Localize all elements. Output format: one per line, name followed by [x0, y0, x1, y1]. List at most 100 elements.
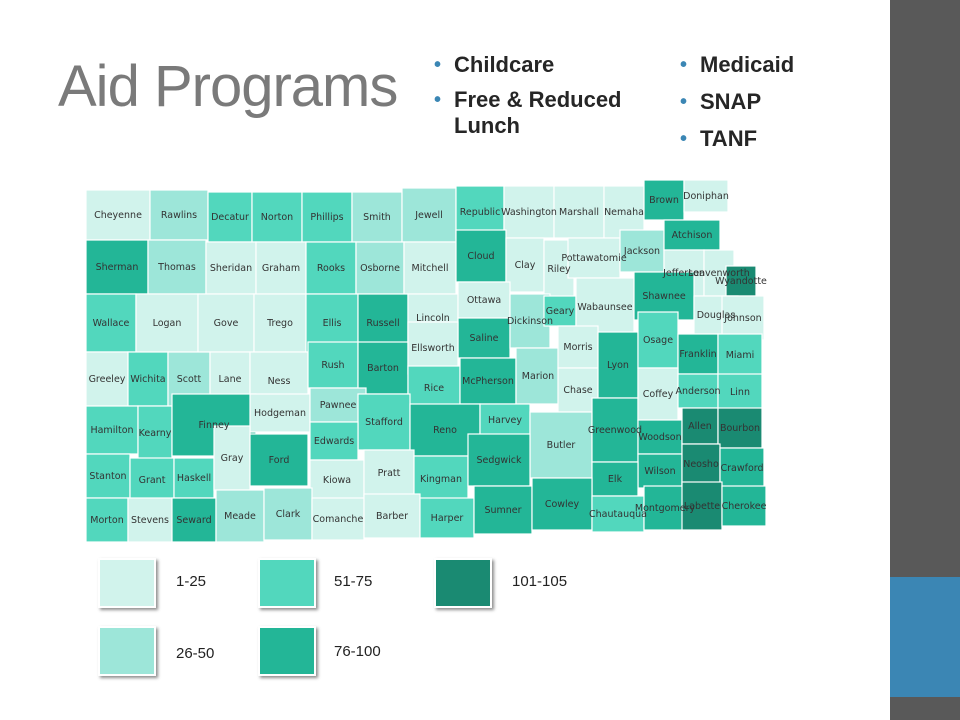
county-cloud — [455, 229, 507, 283]
county-label-decatur: Decatur — [211, 212, 249, 223]
side-accent-block — [890, 577, 960, 697]
county-label-grant: Grant — [139, 475, 166, 486]
county-label-morris: Morris — [563, 342, 592, 353]
county-barber — [363, 493, 421, 539]
county-label-pottawatomie: Pottawatomie — [561, 253, 626, 264]
county-label-wallace: Wallace — [93, 318, 130, 329]
county-gray — [213, 425, 251, 491]
legend-swatch-101-105 — [434, 558, 492, 608]
county-morton — [85, 497, 129, 543]
county-label-leavenworth: Leavenworth — [688, 268, 750, 279]
county-label-barton: Barton — [367, 363, 399, 374]
county-label-sedgwick: Sedgwick — [476, 455, 522, 466]
county-label-sherman: Sherman — [96, 262, 139, 273]
county-label-kiowa: Kiowa — [323, 475, 351, 486]
county-label-stafford: Stafford — [365, 417, 403, 428]
county-label-crawford: Crawford — [720, 463, 763, 474]
county-labette — [681, 481, 723, 531]
legend-swatch-51-75 — [258, 558, 316, 608]
county-label-pawnee: Pawnee — [320, 400, 357, 411]
county-clay — [505, 237, 545, 293]
county-label-hodgeman: Hodgeman — [254, 408, 306, 419]
county-label-anderson: Anderson — [675, 386, 720, 397]
county-stanton — [85, 453, 131, 499]
legend-label: 26-50 — [176, 645, 215, 662]
county-rush — [307, 341, 359, 389]
county-label-miami: Miami — [726, 350, 755, 361]
county-label-clark: Clark — [276, 509, 301, 520]
county-label-trego: Trego — [266, 318, 293, 329]
county-label-ness: Ness — [268, 376, 291, 387]
legend-swatch-76-100 — [258, 626, 316, 676]
county-marion — [515, 347, 561, 405]
county-label-geary: Geary — [546, 306, 575, 317]
county-doniphan — [683, 179, 729, 213]
county-marshall — [553, 185, 605, 239]
slide-title: Aid Programs — [58, 54, 398, 119]
county-rawlins — [149, 189, 209, 241]
county-label-mcpherson: McPherson — [462, 376, 514, 387]
county-label-comanche: Comanche — [313, 514, 364, 525]
county-label-saline: Saline — [470, 333, 499, 344]
county-kearny — [137, 405, 173, 461]
county-morris — [557, 325, 599, 369]
county-pottawatomie — [567, 237, 621, 279]
county-label-bourbon: Bourbon — [720, 423, 760, 434]
county-greeley — [85, 351, 129, 407]
county-label-clay: Clay — [515, 260, 536, 271]
county-label-marshall: Marshall — [559, 207, 599, 218]
county-label-stevens: Stevens — [131, 515, 169, 526]
county-wichita — [127, 351, 169, 407]
county-label-wyandotte: Wyandotte — [715, 276, 767, 287]
county-label-allen: Allen — [688, 421, 712, 432]
county-bourbon — [717, 407, 763, 449]
county-label-thomas: Thomas — [157, 262, 196, 273]
county-label-sheridan: Sheridan — [210, 263, 252, 274]
county-label-phillips: Phillips — [310, 212, 343, 223]
county-label-osage: Osage — [643, 335, 673, 346]
county-label-greenwood: Greenwood — [588, 425, 642, 436]
county-graham — [255, 241, 307, 295]
county-wallace — [85, 293, 137, 353]
county-allen — [681, 407, 719, 445]
county-label-smith: Smith — [363, 212, 391, 223]
county-label-rice: Rice — [424, 383, 444, 394]
county-label-scott: Scott — [177, 374, 202, 385]
county-label-pratt: Pratt — [378, 468, 401, 479]
county-label-atchison: Atchison — [672, 230, 713, 241]
county-linn — [717, 373, 763, 411]
program-item: SNAP — [678, 89, 868, 115]
county-sherman — [85, 239, 149, 295]
county-saline — [457, 317, 511, 359]
county-label-logan: Logan — [153, 318, 182, 329]
county-montgomery — [643, 485, 687, 531]
county-label-wichita: Wichita — [130, 374, 165, 385]
county-label-lincoln: Lincoln — [416, 313, 450, 324]
county-label-chase: Chase — [563, 385, 592, 396]
county-kiowa — [309, 459, 365, 501]
county-sumner — [473, 485, 533, 535]
county-label-dickinson: Dickinson — [507, 316, 553, 327]
county-label-rooks: Rooks — [317, 263, 345, 274]
county-label-washington: Washington — [501, 207, 557, 218]
county-label-lane: Lane — [219, 374, 242, 385]
county-atchison — [663, 219, 721, 251]
county-label-kingman: Kingman — [420, 474, 462, 485]
county-label-jackson: Jackson — [623, 246, 660, 257]
county-label-seward: Seward — [176, 515, 211, 526]
county-label-barber: Barber — [376, 511, 408, 522]
county-brown — [643, 179, 685, 221]
county-label-harvey: Harvey — [488, 415, 522, 426]
county-label-mitchell: Mitchell — [412, 263, 449, 274]
program-list-right: Medicaid SNAP TANF — [678, 52, 868, 163]
county-label-linn: Linn — [730, 387, 750, 398]
county-label-harper: Harper — [431, 513, 464, 524]
county-label-gray: Gray — [221, 453, 244, 464]
county-label-riley: Riley — [547, 264, 571, 275]
county-label-sumner: Sumner — [484, 505, 521, 516]
county-label-coffey: Coffey — [643, 389, 674, 400]
county-label-hamilton: Hamilton — [90, 425, 133, 436]
county-label-brown: Brown — [649, 195, 679, 206]
county-jackson — [619, 229, 665, 273]
county-cherokee — [721, 485, 767, 527]
